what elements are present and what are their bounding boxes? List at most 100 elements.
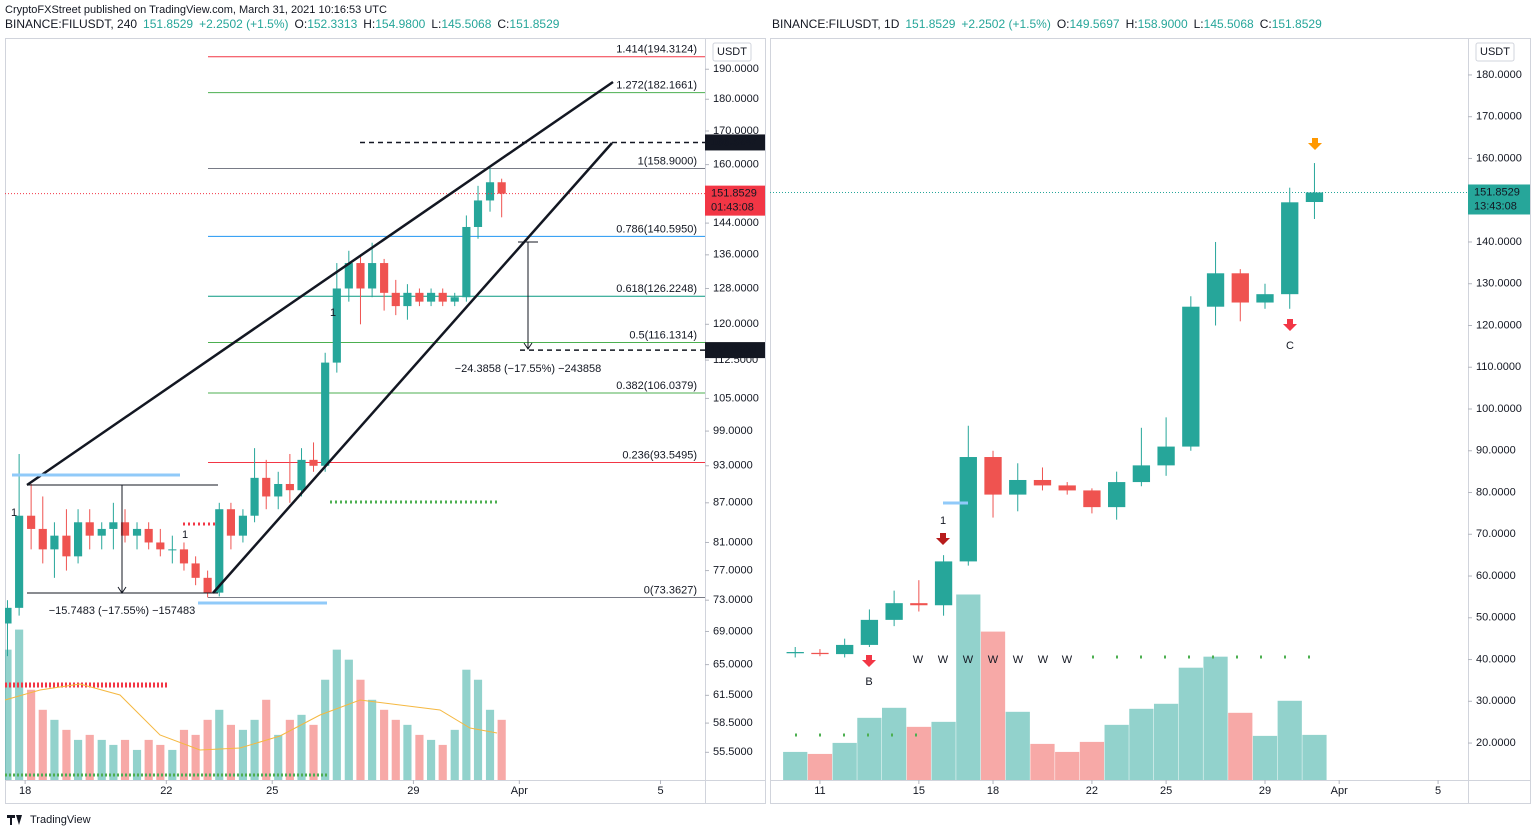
countdown: 01:43:08 <box>711 202 754 214</box>
candle-body <box>836 644 854 655</box>
candle-body <box>262 477 271 497</box>
y-tick-label: 180.0000 <box>1476 69 1522 81</box>
symbol: BINANCE:FILUSDT, 1D <box>772 17 900 31</box>
ohlc-label: C: <box>497 17 509 31</box>
candle-body <box>191 563 200 578</box>
x-tick-label: 5 <box>657 785 663 797</box>
price-marker-label: 166.5247 <box>711 136 757 148</box>
volume-bar <box>956 594 981 780</box>
y-tick-label: 120.0000 <box>713 318 759 330</box>
volume-bar <box>1178 667 1203 780</box>
fib-label: 0.5(116.1314) <box>629 329 697 341</box>
x-tick-label: 18 <box>19 785 31 797</box>
signal-label: W <box>1062 654 1073 666</box>
volume-bar <box>906 726 931 780</box>
volume-bar <box>497 719 506 780</box>
signal-label: W <box>913 654 924 666</box>
candle-body <box>1281 202 1299 295</box>
signal-label: B <box>865 676 872 688</box>
y-tick-label: 144.0000 <box>713 217 759 229</box>
y-tick-label: 81.0000 <box>713 536 753 548</box>
x-tick-label: 29 <box>407 785 419 797</box>
candle-body <box>811 652 829 655</box>
measure-arrow-2 <box>523 242 533 350</box>
y-tick-label: 40.0000 <box>1476 653 1516 665</box>
volume-bar <box>1302 734 1327 780</box>
candle-body <box>321 362 330 466</box>
candle-body <box>274 483 283 497</box>
candle-body <box>450 297 459 302</box>
candle-body <box>462 226 471 298</box>
candle-body <box>885 603 903 620</box>
candle-body <box>1256 294 1274 303</box>
volume-bar <box>62 729 71 780</box>
signal-label: W <box>938 654 949 666</box>
y-tick-label: 73.0000 <box>713 594 753 606</box>
last-price-box <box>705 185 765 216</box>
ohlc-value: 149.5697 <box>1070 17 1120 31</box>
drawings <box>795 138 1322 737</box>
volume-bar <box>120 739 130 780</box>
volume-bar <box>73 739 83 780</box>
candle-body <box>85 522 94 536</box>
y-tick-label: 170.0000 <box>713 125 759 137</box>
volume-bar <box>415 734 424 780</box>
volume-bar <box>132 749 142 780</box>
y-tick-label: 180.0000 <box>713 93 759 105</box>
volume-bar <box>226 724 235 780</box>
candle-body <box>426 292 436 302</box>
ohlc-label: H: <box>363 17 375 31</box>
fib-label: 0.382(106.0379) <box>616 380 697 392</box>
volume-bar <box>931 721 956 780</box>
candle-body <box>1206 273 1225 307</box>
volume-bar <box>50 719 59 780</box>
signal-label: 1 <box>182 529 188 541</box>
candle-body <box>297 459 306 491</box>
candle-body <box>403 292 412 307</box>
ohlc-value: 151.8529 <box>1272 17 1322 31</box>
volume-bar <box>1228 712 1253 780</box>
candle-body <box>415 292 424 302</box>
volume-bar <box>5 649 12 780</box>
volume-bar <box>97 739 106 780</box>
volume-bar <box>1079 741 1105 780</box>
candle-body <box>309 459 318 466</box>
candle-body <box>120 522 130 536</box>
x-tick-label: Apr <box>1331 785 1348 797</box>
volume-bar <box>380 709 389 780</box>
drawings <box>4 80 614 777</box>
ohlc-label: L: <box>431 17 441 31</box>
volume-ma <box>4 683 498 751</box>
volume-bar <box>274 734 283 780</box>
last-value: 151.8529 <box>143 17 193 31</box>
currency-box <box>712 42 752 62</box>
volume-bar <box>356 679 365 780</box>
fib-label: 1.272(182.1661) <box>616 80 697 92</box>
candle-body <box>1132 465 1151 483</box>
y-tick-label: 87.0000 <box>713 497 753 509</box>
candle-body <box>97 528 106 536</box>
candle-body <box>1058 485 1076 491</box>
measurement-label: −15.7483 (−17.55%) −157483 <box>49 605 196 617</box>
ohlc-label: L: <box>1194 17 1204 31</box>
y-tick-label: 60.0000 <box>1476 570 1516 582</box>
candle-body <box>226 509 235 536</box>
currency-box <box>1475 42 1515 62</box>
ohlc-value: 145.5068 <box>1204 17 1254 31</box>
candle-body <box>73 522 83 557</box>
candle-body <box>168 549 177 551</box>
countdown: 13:43:08 <box>1474 200 1517 212</box>
volume-bar <box>309 724 318 780</box>
x-tick-label: 11 <box>814 785 825 797</box>
candle-body <box>984 457 1002 495</box>
volume-bar <box>156 744 165 780</box>
volume-bar <box>1055 751 1080 780</box>
signal-label: 1 <box>11 507 17 519</box>
candle-body <box>15 515 24 608</box>
right-panel-frame <box>770 38 1531 804</box>
y-tick-label: 65.0000 <box>713 659 753 671</box>
candle-body <box>5 607 12 624</box>
candle-body <box>1083 490 1101 508</box>
y-tick-label: 20.0000 <box>1476 737 1516 749</box>
candle-body <box>109 522 118 529</box>
